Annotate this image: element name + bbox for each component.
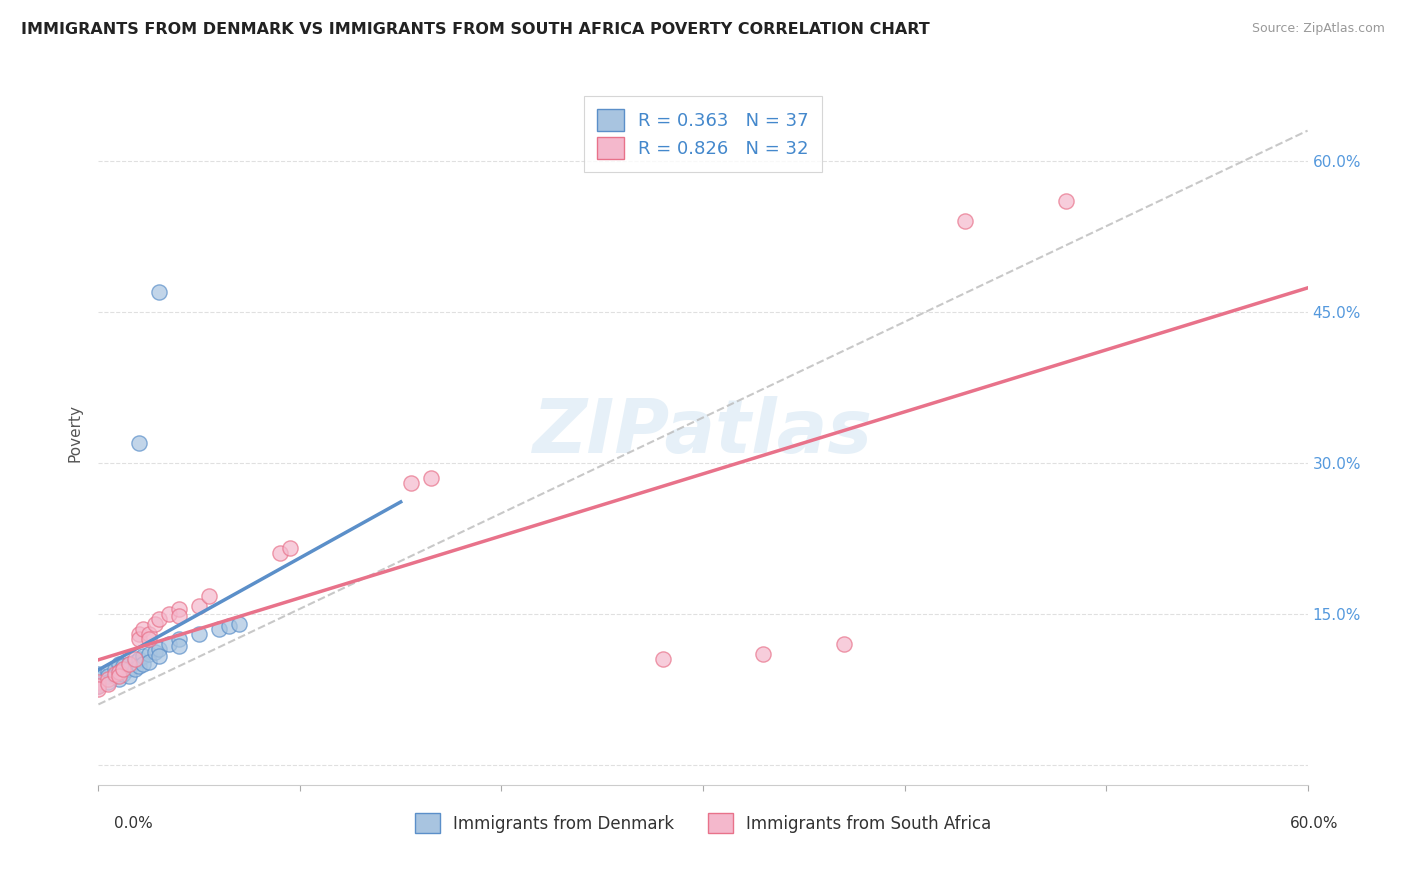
Point xyxy=(128,435,150,450)
Point xyxy=(832,637,855,651)
Point xyxy=(118,657,141,672)
Point xyxy=(138,647,160,661)
Point xyxy=(87,673,110,687)
Point xyxy=(138,632,160,646)
Point xyxy=(132,622,155,636)
Legend: Immigrants from Denmark, Immigrants from South Africa: Immigrants from Denmark, Immigrants from… xyxy=(408,806,998,840)
Point xyxy=(1054,194,1077,208)
Point xyxy=(111,659,134,673)
Point xyxy=(118,669,141,683)
Point xyxy=(128,632,150,646)
Point xyxy=(148,649,170,664)
Text: ZIPatlas: ZIPatlas xyxy=(533,396,873,469)
Point xyxy=(124,652,146,666)
Point xyxy=(87,667,110,681)
Point xyxy=(111,662,134,676)
Point xyxy=(107,665,129,680)
Point xyxy=(87,679,110,693)
Point xyxy=(143,616,166,631)
Point xyxy=(103,669,125,683)
Point xyxy=(651,652,673,666)
Text: Source: ZipAtlas.com: Source: ZipAtlas.com xyxy=(1251,22,1385,36)
Point xyxy=(87,675,110,690)
Point xyxy=(148,285,170,299)
Point xyxy=(103,667,125,681)
Point xyxy=(167,608,190,623)
Y-axis label: Poverty: Poverty xyxy=(67,403,83,462)
Point xyxy=(87,677,110,691)
Point xyxy=(97,665,120,680)
Point xyxy=(167,632,190,646)
Point xyxy=(399,475,422,490)
Point xyxy=(132,657,155,672)
Point xyxy=(188,627,211,641)
Point xyxy=(157,607,180,621)
Point xyxy=(953,214,976,228)
Text: 0.0%: 0.0% xyxy=(114,816,153,831)
Point xyxy=(157,637,180,651)
Point xyxy=(138,655,160,669)
Point xyxy=(97,669,120,683)
Point xyxy=(111,667,134,681)
Point xyxy=(188,599,211,613)
Point xyxy=(167,602,190,616)
Point xyxy=(143,645,166,659)
Point xyxy=(128,627,150,641)
Point xyxy=(87,682,110,697)
Point xyxy=(97,677,120,691)
Point xyxy=(124,662,146,676)
Point xyxy=(198,589,221,603)
Point xyxy=(107,669,129,683)
Point xyxy=(107,665,129,680)
Point xyxy=(124,655,146,669)
Point xyxy=(118,657,141,672)
Text: IMMIGRANTS FROM DENMARK VS IMMIGRANTS FROM SOUTH AFRICA POVERTY CORRELATION CHAR: IMMIGRANTS FROM DENMARK VS IMMIGRANTS FR… xyxy=(21,22,929,37)
Point xyxy=(118,662,141,676)
Point xyxy=(167,639,190,653)
Point xyxy=(138,627,160,641)
Point xyxy=(148,642,170,657)
Point xyxy=(132,649,155,664)
Point xyxy=(128,652,150,666)
Point xyxy=(97,673,120,687)
Point xyxy=(148,612,170,626)
Point xyxy=(107,657,129,672)
Point xyxy=(752,647,775,661)
Point xyxy=(97,675,120,690)
Point xyxy=(420,471,443,485)
Point xyxy=(208,622,231,636)
Point xyxy=(269,546,291,560)
Point xyxy=(87,679,110,693)
Point xyxy=(128,659,150,673)
Point xyxy=(228,616,250,631)
Point xyxy=(218,619,240,633)
Point xyxy=(278,541,301,556)
Point xyxy=(107,673,129,687)
Text: 60.0%: 60.0% xyxy=(1291,816,1339,831)
Point xyxy=(103,662,125,676)
